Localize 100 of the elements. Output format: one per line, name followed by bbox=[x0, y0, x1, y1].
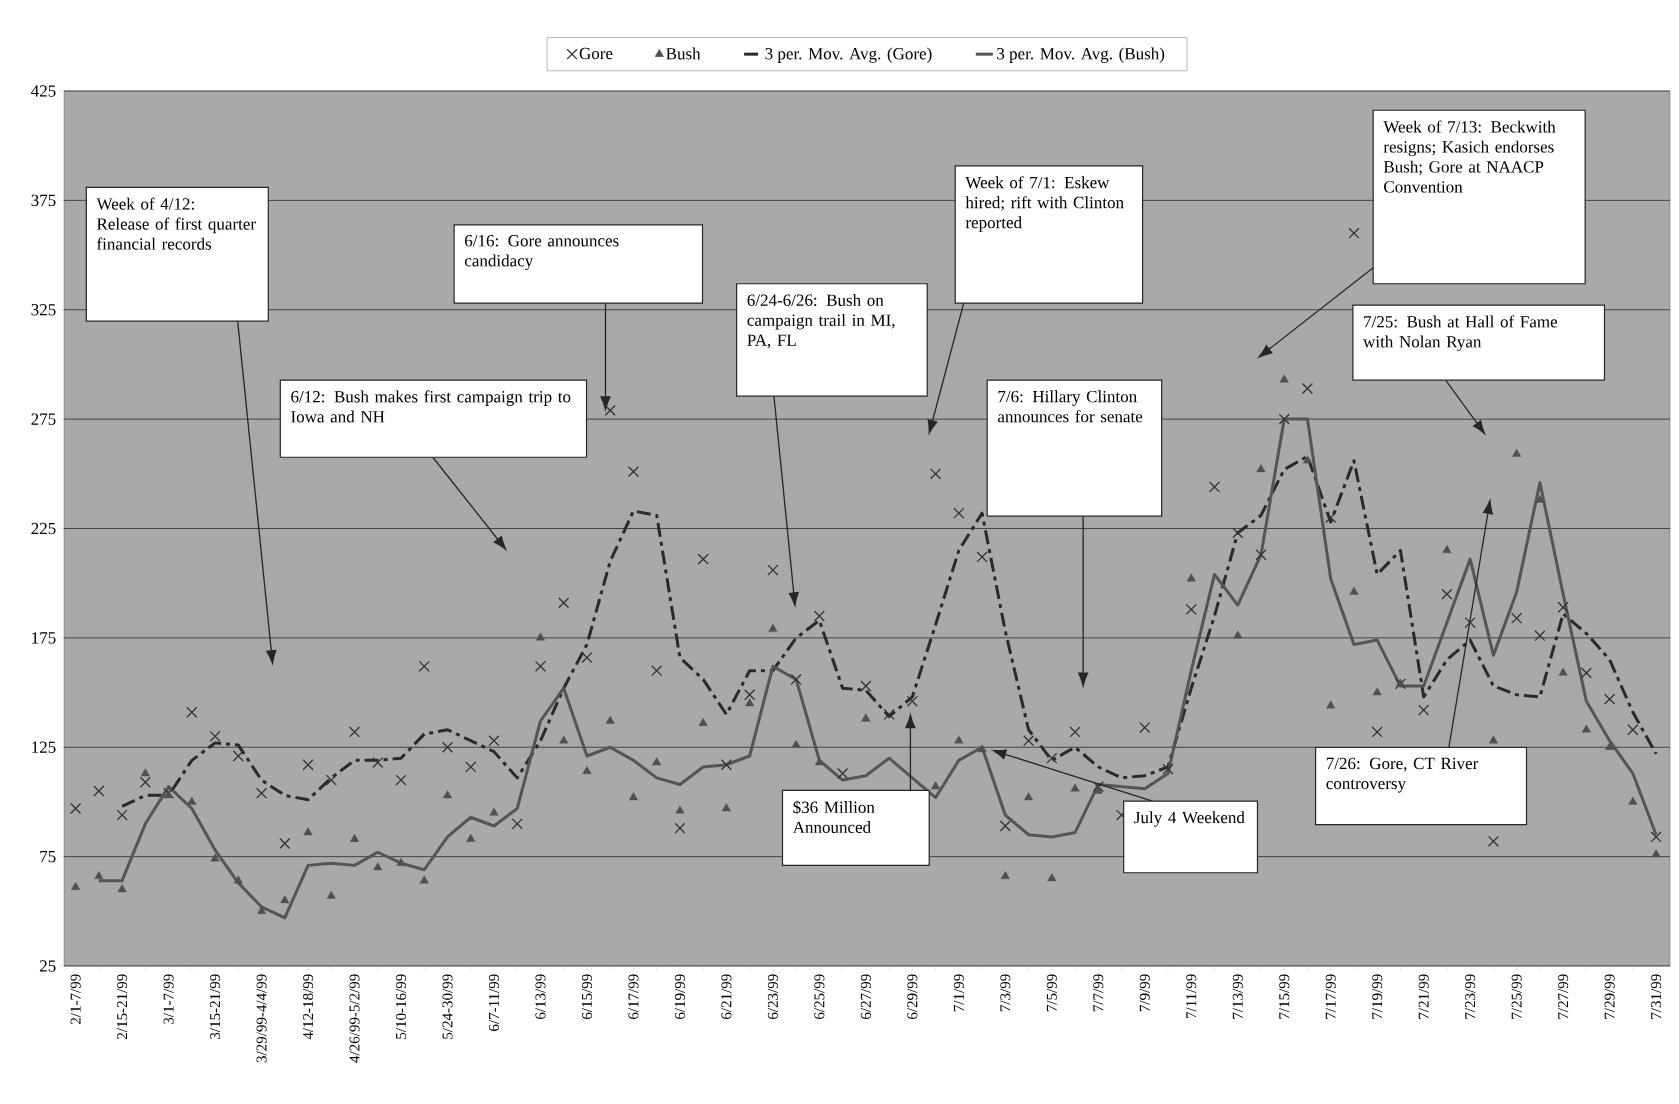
x-tick-label: 7/21/99 bbox=[1418, 974, 1429, 1019]
point bbox=[1581, 724, 1591, 733]
legend-label: 3 per. Mov. Avg. (Bush) bbox=[997, 47, 1165, 63]
x-tick-label: 7/7/99 bbox=[1093, 974, 1104, 1012]
point bbox=[954, 735, 964, 744]
point bbox=[628, 792, 638, 801]
y-tick-label: 25 bbox=[39, 960, 56, 972]
x-tick-label: 7/25/99 bbox=[1511, 974, 1522, 1019]
x-tick-label: 6/7-11/99 bbox=[488, 974, 500, 1031]
point bbox=[1186, 573, 1196, 582]
x-tick-label: 6/29/99 bbox=[907, 974, 918, 1019]
legend-label: Gore bbox=[579, 47, 613, 60]
point bbox=[1302, 455, 1312, 464]
point bbox=[396, 857, 406, 866]
x-tick-label: 7/5/99 bbox=[1046, 974, 1057, 1012]
x-tick-label: 7/9/99 bbox=[1139, 974, 1150, 1012]
point bbox=[768, 623, 778, 632]
x-tick-label: 4/12-18/99 bbox=[302, 974, 314, 1040]
point bbox=[1488, 735, 1498, 744]
annotation: 6/24-6/26: Bush on campaign trail in MI, PA, FL bbox=[747, 293, 895, 349]
point bbox=[442, 790, 453, 799]
y-tick-label: 325 bbox=[31, 304, 56, 316]
point bbox=[187, 796, 197, 805]
y-tick-label: 275 bbox=[31, 413, 56, 425]
point bbox=[1605, 742, 1615, 750]
point bbox=[652, 757, 662, 766]
point bbox=[1442, 545, 1452, 554]
x-tick-label: 7/19/99 bbox=[1372, 974, 1383, 1019]
legend-label: 3 per. Mov. Avg. (Gore) bbox=[765, 47, 932, 63]
point bbox=[675, 805, 685, 814]
x-tick-label: 7/11/99 bbox=[1186, 974, 1197, 1019]
x-tick-label: 4/26/99-5/2/99 bbox=[349, 974, 360, 1063]
x-tick-label: 6/25/99 bbox=[814, 974, 825, 1019]
x-tick-label: 2/15-21/99 bbox=[117, 974, 128, 1039]
x-tick-label: 5/10-16/99 bbox=[395, 974, 407, 1039]
annotation: 6/12: Bush makes first campaign trip to Iowa and NH bbox=[291, 390, 571, 423]
x-tick-label: 6/13/99 bbox=[535, 974, 546, 1019]
point bbox=[1070, 783, 1080, 792]
x-tick-label: 6/23/99 bbox=[767, 974, 778, 1019]
point bbox=[489, 807, 499, 816]
point bbox=[535, 632, 545, 641]
y-tick-label: 225 bbox=[31, 522, 56, 535]
point bbox=[1628, 796, 1638, 805]
point bbox=[698, 717, 708, 726]
x-tick-label: 7/17/99 bbox=[1325, 974, 1336, 1019]
x-tick-label: 7/27/99 bbox=[1558, 974, 1569, 1019]
x-tick-label: 7/15/99 bbox=[1279, 974, 1290, 1019]
point bbox=[303, 827, 313, 836]
point bbox=[233, 875, 243, 884]
annotation: 7/25: Bush at Hall of Fame with Nolan Ryan bbox=[1363, 315, 1558, 352]
point bbox=[605, 715, 615, 724]
x-tick-label: 7/1/99 bbox=[953, 974, 964, 1012]
x-tick-label: 2/1-7/99 bbox=[70, 974, 81, 1024]
y-tick-label: 425 bbox=[31, 85, 56, 97]
annotation: 7/6: Hillary Clinton announces for senate bbox=[997, 390, 1143, 423]
y-tick-label: 175 bbox=[32, 632, 56, 644]
point bbox=[1024, 792, 1034, 801]
point bbox=[977, 744, 987, 753]
x-tick-label: 7/29/99 bbox=[1604, 974, 1615, 1019]
y-tick-label: 375 bbox=[31, 194, 56, 207]
point bbox=[326, 890, 336, 899]
point bbox=[419, 875, 429, 884]
point bbox=[1233, 630, 1243, 639]
point bbox=[466, 833, 476, 842]
annotation: Week of 4/12: Release of first quarter financial records bbox=[96, 197, 256, 250]
annotation: 7/26: Gore, CT River controversy bbox=[1326, 757, 1479, 793]
point bbox=[140, 768, 150, 777]
y-tick-label: 125 bbox=[32, 741, 56, 753]
x-tick-label: 3/1-7/99 bbox=[163, 974, 174, 1024]
x-tick-label: 3/29/99-4/4/99 bbox=[256, 974, 267, 1063]
point bbox=[582, 766, 592, 775]
point bbox=[931, 781, 941, 790]
point bbox=[280, 895, 290, 904]
x-tick-label: 6/21/99 bbox=[721, 974, 732, 1019]
x-tick-label: 7/13/99 bbox=[1232, 974, 1243, 1019]
point bbox=[1047, 873, 1057, 882]
point bbox=[814, 757, 824, 766]
annotation: July 4 Weekend bbox=[1134, 811, 1245, 827]
annotation: $36 Million Announced bbox=[792, 800, 875, 834]
x-tick-label: 7/3/99 bbox=[1000, 974, 1011, 1012]
point bbox=[1326, 700, 1336, 709]
x-tick-label: 6/27/99 bbox=[860, 974, 871, 1019]
point bbox=[1512, 448, 1522, 457]
point bbox=[117, 884, 127, 893]
point bbox=[1372, 687, 1382, 696]
point bbox=[350, 833, 360, 842]
point bbox=[1279, 374, 1289, 383]
point bbox=[861, 713, 871, 722]
point bbox=[791, 739, 801, 748]
x-tick-label: 5/24-30/99 bbox=[442, 974, 453, 1039]
x-tick-label: 3/15-21/99 bbox=[210, 974, 221, 1039]
point bbox=[71, 882, 81, 890]
x-tick-label: 7/23/99 bbox=[1465, 974, 1476, 1019]
x-tick-label: 6/17/99 bbox=[628, 974, 639, 1019]
point bbox=[721, 803, 731, 812]
point bbox=[559, 735, 569, 744]
point bbox=[745, 698, 755, 707]
point bbox=[257, 906, 267, 915]
x-tick-label: 6/15/99 bbox=[581, 974, 592, 1019]
y-tick-label: 75 bbox=[40, 850, 56, 863]
